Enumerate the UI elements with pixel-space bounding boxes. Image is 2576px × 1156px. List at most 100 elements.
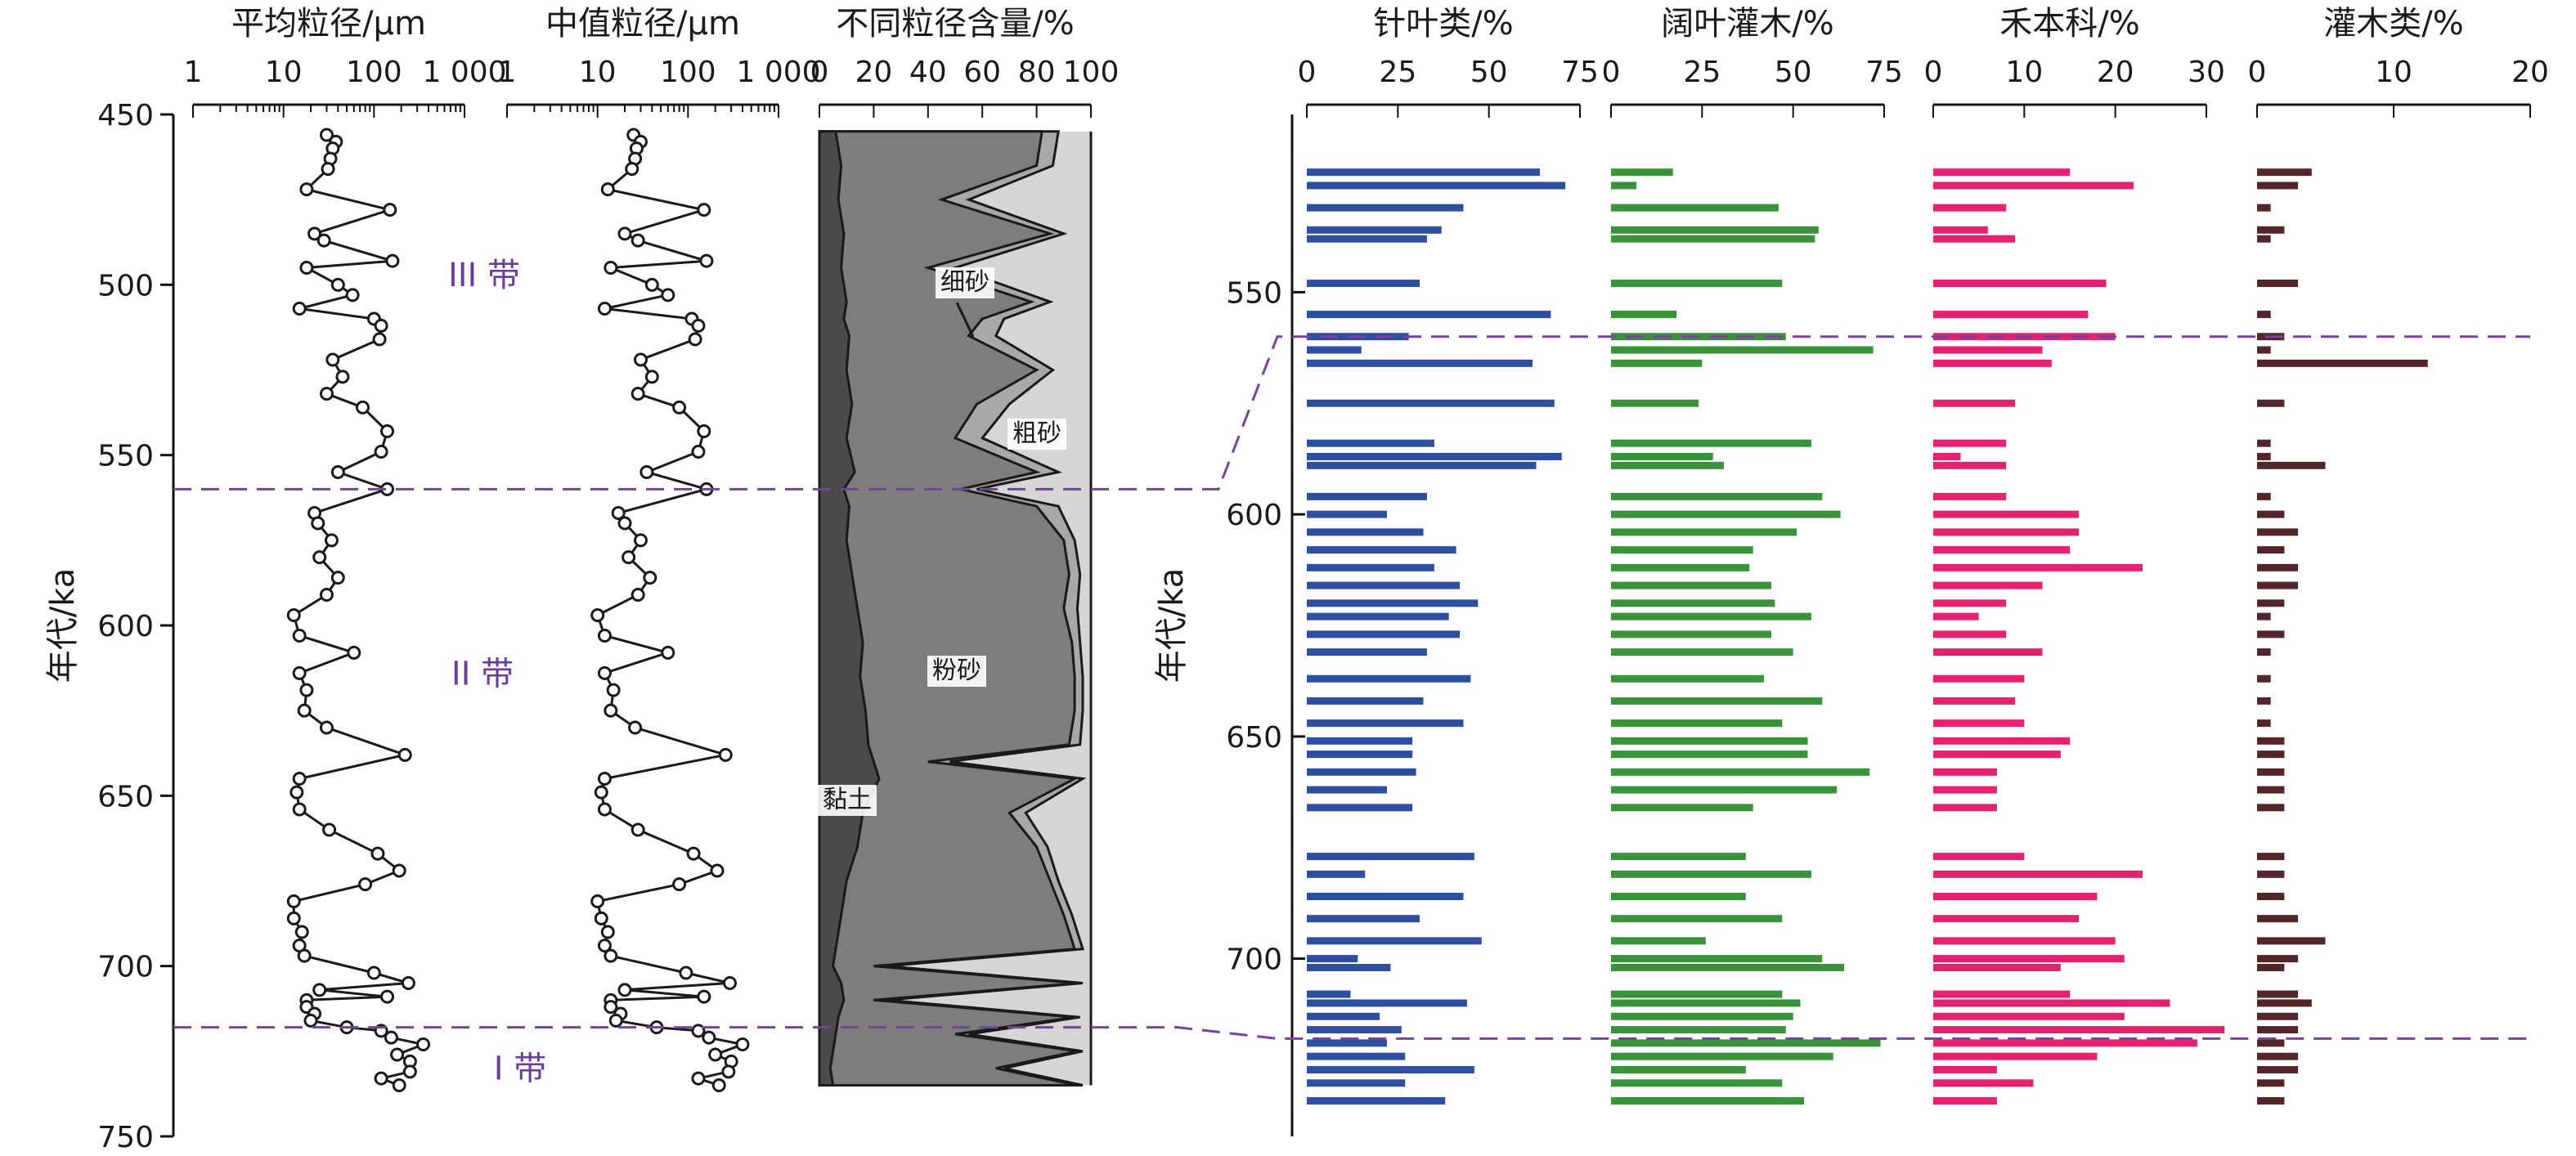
grain-size-data-point: [640, 465, 654, 479]
grain-size-data-point: [631, 588, 645, 602]
grain-size-data-point: [679, 966, 693, 980]
fine-sand-label-bg: [936, 267, 994, 298]
fine-sand-label: 细砂: [940, 268, 990, 297]
zone-boundaries: [173, 335, 2530, 1040]
grain-size-data-point: [322, 822, 337, 837]
broadleaf-shrub-bar: [1611, 452, 1713, 460]
left-age-tick-label: 450: [97, 99, 154, 132]
conifer-bar: [1307, 226, 1442, 234]
broadleaf-shrub-bar: [1611, 399, 1699, 407]
grain-size-data-point: [697, 203, 711, 217]
grain-size-data-point: [374, 1071, 388, 1086]
conifer-bar: [1307, 630, 1461, 638]
poaceae-bar: [1933, 168, 2070, 177]
grain-size-data-point: [319, 720, 334, 735]
panel-title: 灌木类/%: [2323, 5, 2463, 43]
grain-axis-tick-label: 10: [265, 56, 303, 89]
conifer-bar: [1307, 1039, 1387, 1047]
fine-sand-pointer: [955, 302, 975, 338]
grain-size-data-point: [631, 387, 645, 401]
conifer-bar: [1307, 768, 1416, 776]
broadleaf-shrub-bar: [1611, 674, 1765, 683]
poaceae-bar: [1933, 311, 2089, 319]
grain-size-data-point: [401, 976, 415, 990]
bar-axis-tick-label: 0: [2248, 56, 2267, 89]
shrub-bar: [2257, 674, 2271, 683]
grain-size-data-point: [380, 989, 395, 1004]
poaceae-bar: [1933, 439, 2007, 447]
grain-size-data-point: [691, 1024, 706, 1038]
shrub-bar: [2257, 853, 2285, 861]
broadleaf-shrub-bar: [1611, 963, 1845, 971]
shrub-bar: [2257, 439, 2271, 447]
conifer-bar: [1307, 492, 1427, 500]
conifer-bar: [1307, 697, 1424, 705]
conifer-bar: [1307, 346, 1362, 354]
broadleaf-shrub-bar: [1611, 1012, 1793, 1020]
shrub-bar: [2257, 1097, 2285, 1105]
conifer-bar: [1307, 999, 1467, 1007]
grain-axis-tick-label: 10: [579, 56, 617, 89]
shrub-bar: [2257, 737, 2285, 745]
broadleaf-shrub-bar: [1611, 915, 1783, 923]
broadleaf-shrub-bar: [1611, 893, 1746, 901]
grain-size-data-point: [319, 588, 334, 602]
shrub-bar: [2257, 528, 2299, 536]
broadleaf-shrub-bar: [1611, 990, 1783, 998]
broadleaf-shrub-bar: [1611, 461, 1725, 469]
grain-size-data-point: [286, 911, 301, 925]
poaceae-bar: [1933, 999, 2170, 1007]
bar-axis-tick-label: 50: [1775, 56, 1812, 89]
grain-size-data-point: [622, 550, 636, 565]
conifer-bar: [1307, 915, 1420, 923]
shrub-bar: [2257, 581, 2299, 589]
broadleaf-shrub-bar: [1611, 168, 1673, 177]
grain-size-data-point: [604, 948, 618, 963]
left-age-tick-label: 600: [97, 610, 154, 643]
conifer-bar: [1307, 1079, 1406, 1087]
poaceae-bar: [1933, 510, 2080, 518]
poaceae-bar: [1933, 648, 2043, 656]
grain-size-data-point: [600, 182, 615, 197]
grain-size-data-point: [723, 976, 738, 990]
median-grain-size-panel: 1 10 100 1 000 中值粒径/μm: [498, 5, 821, 1092]
grain-size-data-point: [297, 948, 312, 963]
conifer-bar: [1307, 870, 1366, 878]
broadleaf-shrub-bar: [1611, 226, 1819, 234]
grain-axis-tick-label: 100: [346, 56, 402, 89]
poaceae-bar: [1933, 563, 2143, 571]
grain-size-data-point: [292, 802, 307, 817]
grain-size-data-point: [392, 1078, 406, 1092]
content-axis-tick-label: 20: [855, 56, 892, 89]
conifer-bar: [1307, 439, 1434, 447]
shrub-bar: [2257, 1026, 2299, 1034]
grain-size-data-point: [402, 1064, 417, 1079]
shrub-bar: [2257, 768, 2285, 776]
conifer-bar: [1307, 399, 1555, 407]
grain-size-data-point: [312, 983, 327, 997]
grain-size-data-point: [294, 925, 309, 939]
grain-size-data-point: [292, 665, 307, 680]
shrub-panel: 0 10 20 灌木类/%: [2248, 5, 2549, 1105]
grain-size-data-point: [384, 1030, 398, 1045]
grain-size-data-point: [312, 550, 327, 565]
broadleaf-shrub-bar: [1611, 1039, 1881, 1047]
silt-label: 粉砂: [932, 656, 981, 685]
bar-axis-tick-label: 0: [1298, 56, 1317, 89]
grain-size-data-point: [597, 302, 612, 316]
broadleaf-shrub-bar: [1611, 630, 1771, 638]
silt-area: [818, 130, 1079, 1087]
left-age-tick-label: 550: [97, 440, 154, 473]
shrub-bar: [2257, 955, 2299, 963]
panel-title: 禾本科/%: [1999, 5, 2139, 43]
bar-axis-tick-label: 20: [2097, 56, 2134, 89]
conifer-bar: [1307, 719, 1464, 728]
shrub-bar: [2257, 235, 2271, 243]
content-axis-tick-label: 40: [909, 56, 947, 89]
grain-size-data-point: [661, 288, 675, 302]
grain-size-data-point: [286, 894, 301, 908]
shrub-bar: [2257, 893, 2285, 901]
content-axis-tick-label: 80: [1018, 56, 1056, 89]
content-axis-tick-label: 100: [1063, 56, 1120, 89]
